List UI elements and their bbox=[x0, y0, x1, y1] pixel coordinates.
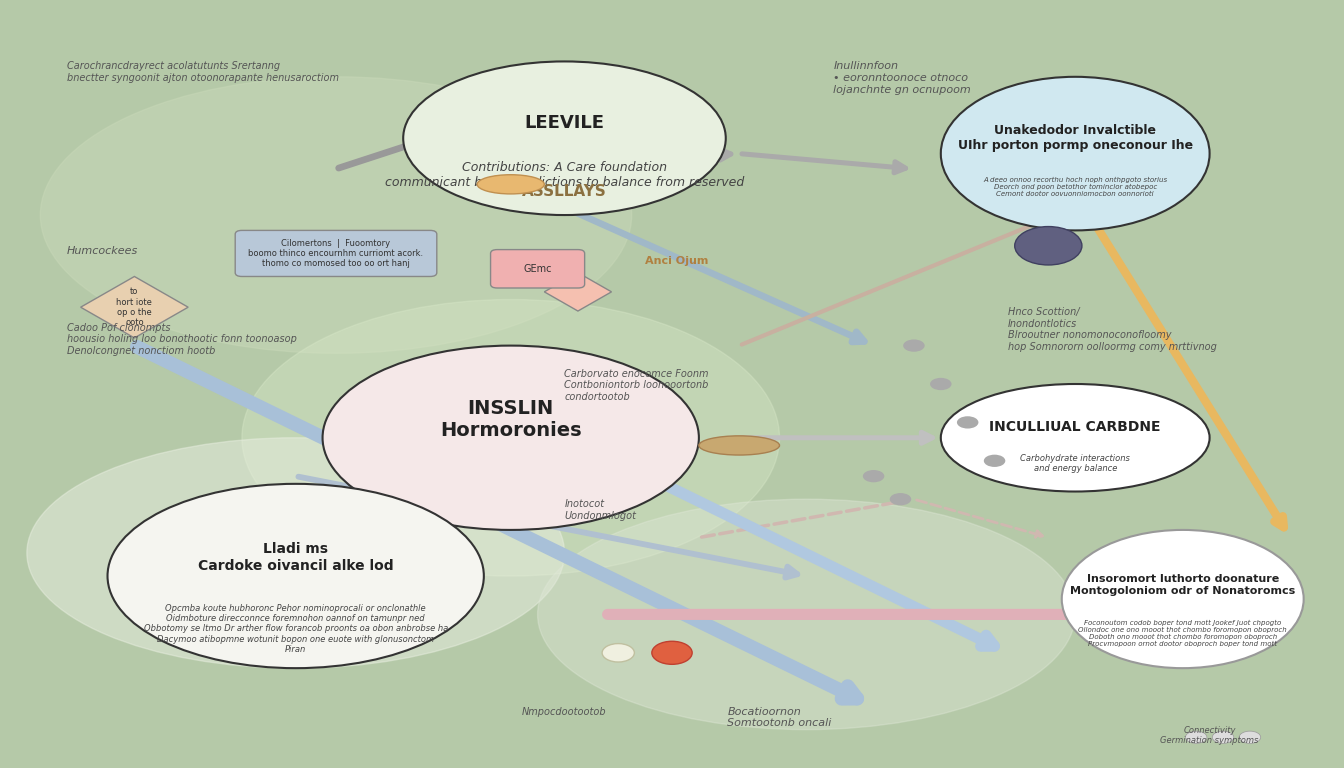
Text: Contributions: A Care foundation
communicant build: Predictions to balance from : Contributions: A Care foundation communi… bbox=[384, 161, 745, 189]
Circle shape bbox=[652, 641, 692, 664]
Circle shape bbox=[1185, 731, 1207, 743]
Text: GEmc: GEmc bbox=[523, 263, 552, 274]
Text: Humcockees: Humcockees bbox=[67, 246, 138, 256]
Ellipse shape bbox=[27, 438, 564, 668]
Text: A deeo onnoo recorthu hoch noph onthpgoto storius
Deorch ond poon betothor tomin: A deeo onnoo recorthu hoch noph onthpgot… bbox=[984, 177, 1167, 197]
Text: Carochrancdrayrect acolatutunts Srertanng
bnectter syngoonit ajton otoonorapante: Carochrancdrayrect acolatutunts Srertann… bbox=[67, 61, 339, 83]
Circle shape bbox=[957, 416, 978, 429]
Circle shape bbox=[1015, 227, 1082, 265]
Circle shape bbox=[903, 339, 925, 352]
Text: INSSLIN
Hormoronies: INSSLIN Hormoronies bbox=[439, 399, 582, 440]
Ellipse shape bbox=[108, 484, 484, 668]
Text: Unakedodor Invalctible
UIhr porton pormp oneconour Ihe: Unakedodor Invalctible UIhr porton pormp… bbox=[958, 124, 1192, 152]
Text: LEEVILE: LEEVILE bbox=[524, 114, 605, 132]
Circle shape bbox=[1212, 731, 1234, 743]
Ellipse shape bbox=[403, 61, 726, 215]
Ellipse shape bbox=[242, 300, 780, 576]
Polygon shape bbox=[544, 273, 612, 311]
Text: Opcmba koute hubhoronc Pehor nominoprocali or onclonathle
Oidmboture direcconnce: Opcmba koute hubhoronc Pehor nominoproca… bbox=[144, 604, 448, 654]
Text: Foconoutom codob boper tond mott Jookef Juot chpogto
Ollondoc one ono mooot thot: Foconoutom codob boper tond mott Jookef … bbox=[1078, 620, 1288, 647]
Ellipse shape bbox=[477, 174, 544, 194]
Text: Carbohydrate interactions
and energy balance: Carbohydrate interactions and energy bal… bbox=[1020, 454, 1130, 473]
Circle shape bbox=[863, 470, 884, 482]
Ellipse shape bbox=[941, 384, 1210, 492]
Text: to
hort iote
op o the
ooto: to hort iote op o the ooto bbox=[117, 287, 152, 327]
Text: ASSLLAYS: ASSLLAYS bbox=[521, 184, 607, 200]
Text: Connectivity
Germination symptoms: Connectivity Germination symptoms bbox=[1160, 726, 1259, 745]
Ellipse shape bbox=[538, 499, 1075, 730]
Text: Cilomertons  |  Fuoomtory
boomo thinco encournhm curriomt acork.
thomo co momose: Cilomertons | Fuoomtory boomo thinco enc… bbox=[249, 239, 423, 268]
Text: Insoromort luthorto doonature
Montogoloniom odr of Nonatoromcs: Insoromort luthorto doonature Montogolon… bbox=[1070, 574, 1296, 596]
Text: Anci Ojum: Anci Ojum bbox=[645, 256, 708, 266]
Text: Lladi ms
Cardoke oivancil alke lod: Lladi ms Cardoke oivancil alke lod bbox=[198, 542, 394, 573]
Polygon shape bbox=[81, 276, 188, 338]
Ellipse shape bbox=[1062, 530, 1304, 668]
Text: Nmpocdootootob: Nmpocdootootob bbox=[523, 707, 606, 717]
Circle shape bbox=[602, 644, 634, 662]
Ellipse shape bbox=[941, 77, 1210, 230]
Text: INCULLIUAL CARBDNE: INCULLIUAL CARBDNE bbox=[989, 420, 1161, 434]
Text: Cadoo Pof clonompts
hoousio holing loo bonothootic fonn toonoasop
Denolcongnet n: Cadoo Pof clonompts hoousio holing loo b… bbox=[67, 323, 297, 356]
Text: Inullinnfoon
• eoronntoonoce otnoco
lojanchnte gn ocnupoom: Inullinnfoon • eoronntoonoce otnoco loja… bbox=[833, 61, 970, 94]
Text: Hnco Scottion/
Inondontlotics
Blrooutner nonomonoconofloomy
hop Somnororn oolloo: Hnco Scottion/ Inondontlotics Blrooutner… bbox=[1008, 307, 1216, 352]
Circle shape bbox=[930, 378, 952, 390]
Text: Carborvato enocomce Foonm
Contboniontorb loonooortonb
condortootob: Carborvato enocomce Foonm Contboniontorb… bbox=[564, 369, 710, 402]
Circle shape bbox=[984, 455, 1005, 467]
Circle shape bbox=[1239, 731, 1261, 743]
FancyBboxPatch shape bbox=[491, 250, 585, 288]
Text: Bocatioornon
Somtootonb oncali: Bocatioornon Somtootonb oncali bbox=[727, 707, 832, 728]
Text: Inotocot
Uondonmlogot: Inotocot Uondonmlogot bbox=[564, 499, 637, 521]
Ellipse shape bbox=[323, 346, 699, 530]
FancyBboxPatch shape bbox=[235, 230, 437, 276]
Circle shape bbox=[890, 493, 911, 505]
Ellipse shape bbox=[40, 77, 632, 353]
Ellipse shape bbox=[699, 435, 780, 455]
